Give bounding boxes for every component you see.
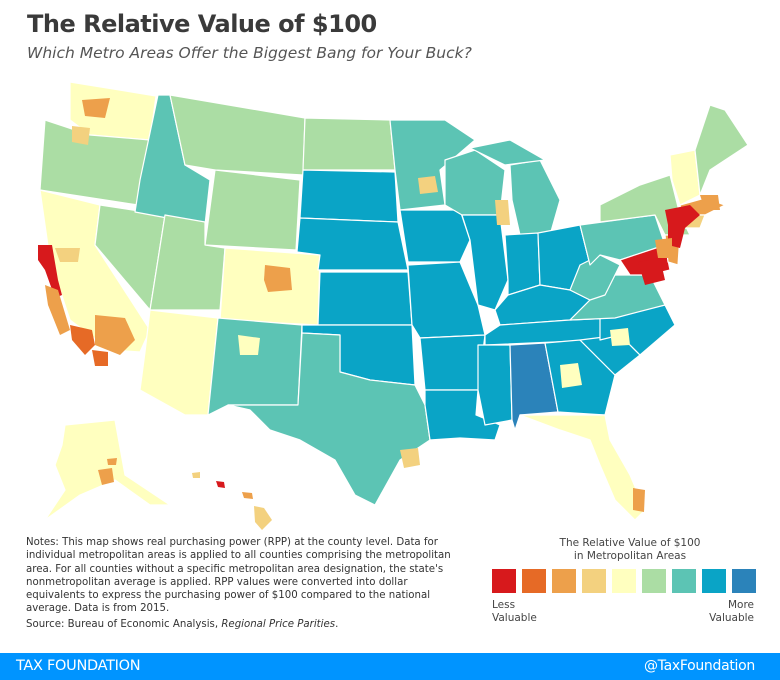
metro-chicago <box>495 200 510 225</box>
notes-text: Notes: This map shows real purchasing po… <box>26 537 451 615</box>
metro-knoxville <box>610 328 630 346</box>
legend-swatch-8 <box>702 569 726 593</box>
legend-less-line2: Valuable <box>492 611 537 624</box>
metro-albuquerque <box>238 335 260 355</box>
hawaii-kauai <box>192 472 200 478</box>
metro-fairbanks <box>107 458 117 465</box>
state-kansas <box>317 271 413 326</box>
legend-swatch-9 <box>732 569 756 593</box>
metro-atlanta <box>560 363 582 388</box>
legend-swatch-1 <box>492 569 516 593</box>
chart-title: The Relative Value of $100 <box>27 10 377 38</box>
state-south-dakota <box>299 169 399 223</box>
state-new-mexico <box>207 317 303 416</box>
state-indiana <box>504 232 541 296</box>
metro-boston <box>700 195 720 210</box>
metro-central-coast <box>45 285 70 335</box>
legend-swatches <box>492 569 756 593</box>
footer-brand: TAX FOUNDATION <box>16 658 141 674</box>
legend-title-line1: The Relative Value of $100 <box>559 537 701 549</box>
footer-handle: @TaxFoundation <box>643 658 755 674</box>
legend-swatch-3 <box>552 569 576 593</box>
legend-title-line2: in Metropolitan Areas <box>573 550 687 562</box>
source-prefix: Source: Bureau of Economic Analysis, <box>26 619 222 630</box>
state-missouri <box>407 261 486 339</box>
legend-swatch-7 <box>672 569 696 593</box>
metro-philadelphia <box>655 238 672 258</box>
metro-sf-bay <box>38 245 62 298</box>
state-michigan-upper <box>469 139 546 166</box>
state-wyoming <box>204 169 301 251</box>
source-suffix: . <box>335 619 339 630</box>
state-michigan <box>509 159 561 236</box>
footer-bar: TAX FOUNDATION @TaxFoundation <box>0 653 780 680</box>
chart-subtitle: Which Metro Areas Offer the Biggest Bang… <box>27 44 472 62</box>
state-mississippi <box>477 344 513 426</box>
legend-swatch-2 <box>522 569 546 593</box>
state-vermont-nh <box>669 149 701 206</box>
metro-san-diego <box>92 350 108 366</box>
state-texas <box>227 332 431 506</box>
metro-san-bernardino <box>95 315 135 355</box>
metro-sacramento <box>55 248 80 262</box>
metro-los-angeles <box>70 325 95 355</box>
legend-more-label: More Valuable <box>690 599 754 624</box>
state-north-dakota <box>302 117 396 171</box>
legend-less-label: Less Valuable <box>492 599 537 624</box>
legend-swatch-5 <box>612 569 636 593</box>
metro-new-york <box>665 205 700 248</box>
state-montana <box>169 94 306 176</box>
legend-swatch-4 <box>582 569 606 593</box>
state-iowa <box>399 209 471 263</box>
hawaii-maui <box>242 492 253 499</box>
metro-seattle <box>82 98 110 118</box>
state-minnesota <box>389 119 476 211</box>
state-maine <box>694 104 749 196</box>
state-arkansas <box>419 334 486 391</box>
legend-more-line1: More <box>727 599 754 611</box>
source-title: Regional Price Parities <box>221 619 336 630</box>
hawaii-big-island <box>254 506 272 530</box>
legend-more-line2: Valuable <box>709 611 754 624</box>
legend-swatch-6 <box>642 569 666 593</box>
state-nebraska <box>296 217 409 271</box>
hawaii-oahu <box>216 481 225 488</box>
legend-title: The Relative Value of $100 in Metropolit… <box>520 537 740 563</box>
state-louisiana <box>424 389 501 441</box>
metro-portland <box>72 126 90 145</box>
metro-washington-dc <box>638 258 665 285</box>
metro-miami <box>633 488 645 512</box>
us-county-map <box>38 81 749 530</box>
metro-anchorage <box>98 468 114 485</box>
source-text: Source: Bureau of Economic Analysis, Reg… <box>26 619 338 630</box>
legend-less-line1: Less <box>492 599 516 611</box>
state-florida <box>519 414 646 521</box>
metro-houston <box>400 448 420 468</box>
metro-denver <box>264 265 292 292</box>
metro-phoenix <box>160 345 185 370</box>
metro-minneapolis <box>418 176 438 194</box>
